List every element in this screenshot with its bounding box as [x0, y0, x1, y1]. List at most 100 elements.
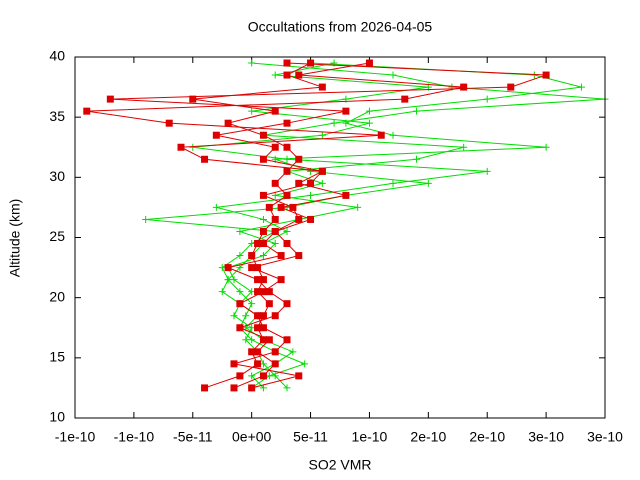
point: [259, 360, 267, 368]
point: [224, 264, 232, 272]
point: [277, 252, 285, 260]
point: [318, 167, 326, 175]
point: [201, 384, 209, 392]
point: [248, 324, 256, 332]
point: [307, 179, 315, 187]
y-tick-label: 20: [49, 288, 65, 304]
point: [365, 59, 373, 67]
point: [177, 143, 185, 151]
point: [271, 179, 279, 187]
point: [271, 360, 279, 368]
x-axis-label: SO2 VMR: [308, 457, 371, 473]
point: [224, 276, 232, 284]
point: [271, 215, 279, 223]
point: [289, 348, 297, 356]
point: [271, 191, 279, 199]
point: [307, 215, 315, 223]
point: [295, 71, 303, 79]
x-tick-label: 0e+00: [232, 429, 272, 445]
point: [242, 336, 250, 344]
point: [365, 107, 373, 115]
point: [424, 179, 432, 187]
point: [354, 203, 362, 211]
point: [507, 83, 515, 91]
point: [483, 95, 491, 103]
point: [224, 119, 232, 127]
point: [259, 384, 267, 392]
point: [248, 240, 256, 248]
point: [254, 264, 262, 272]
point: [271, 227, 279, 235]
chart-title: Occultations from 2026-04-05: [248, 19, 433, 35]
point: [301, 360, 309, 368]
series-line: [110, 62, 547, 389]
point: [254, 276, 262, 284]
point: [265, 203, 273, 211]
point: [259, 227, 267, 235]
point: [236, 324, 244, 332]
point: [236, 252, 244, 260]
point: [283, 71, 291, 79]
point: [259, 191, 267, 199]
point: [460, 83, 468, 91]
point: [342, 191, 350, 199]
point: [318, 179, 326, 187]
series-line: [145, 62, 582, 389]
point: [271, 372, 279, 380]
series-line: [86, 62, 464, 389]
point: [201, 155, 209, 163]
point: [318, 83, 326, 91]
point: [212, 131, 220, 139]
point: [248, 336, 256, 344]
point: [295, 372, 303, 380]
point: [295, 252, 303, 260]
point: [460, 143, 468, 151]
point: [254, 324, 262, 332]
point: [236, 288, 244, 296]
point: [248, 252, 256, 260]
point: [254, 348, 262, 356]
point: [248, 59, 256, 67]
point: [271, 240, 279, 248]
point: [236, 227, 244, 235]
point: [277, 203, 285, 211]
x-tick-label: -1e-10: [114, 429, 155, 445]
x-tick-label: 3e-10: [587, 429, 623, 445]
x-tick-label: -1e-10: [55, 429, 96, 445]
point: [283, 191, 291, 199]
point: [248, 300, 256, 308]
point: [165, 119, 173, 127]
point: [259, 276, 267, 284]
point: [271, 143, 279, 151]
point: [377, 131, 385, 139]
point: [259, 240, 267, 248]
point: [289, 203, 297, 211]
point: [189, 95, 197, 103]
point: [577, 83, 585, 91]
point: [248, 372, 256, 380]
point: [236, 300, 244, 308]
point: [413, 107, 421, 115]
series-line: [192, 62, 323, 389]
point: [271, 348, 279, 356]
point: [389, 179, 397, 187]
point: [283, 167, 291, 175]
y-tick-label: 15: [49, 349, 65, 365]
point: [542, 143, 550, 151]
point: [265, 300, 273, 308]
point: [283, 227, 291, 235]
point: [259, 312, 267, 320]
point: [259, 336, 267, 344]
point: [542, 71, 550, 79]
point: [259, 252, 267, 260]
x-tick-label: 5e-11: [293, 429, 328, 445]
point: [236, 372, 244, 380]
point: [248, 348, 256, 356]
point: [389, 71, 397, 79]
point: [283, 240, 291, 248]
point: [259, 131, 267, 139]
point: [283, 300, 291, 308]
x-tick-label: -5e-11: [173, 429, 213, 445]
